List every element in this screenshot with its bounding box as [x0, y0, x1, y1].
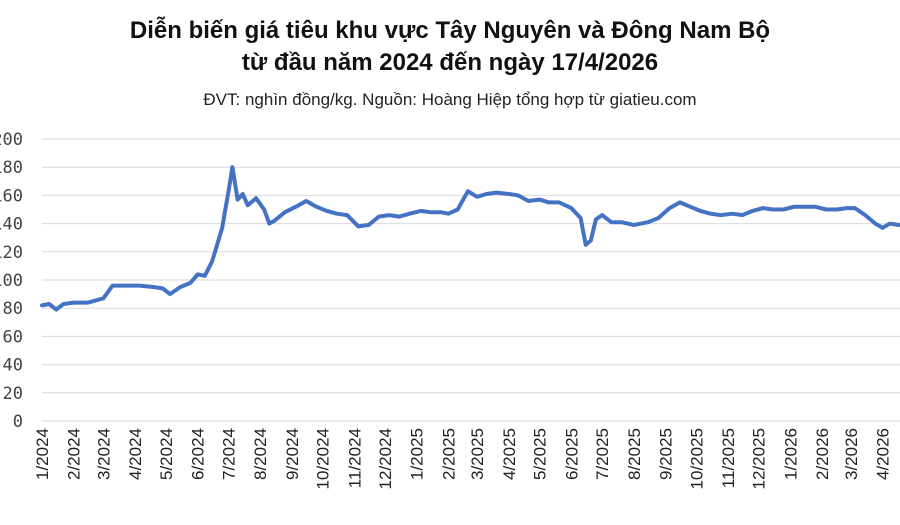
- x-tick-label: 2/2024: [65, 428, 84, 480]
- chart-title: Diễn biến giá tiêu khu vực Tây Nguyên và…: [129, 17, 771, 44]
- x-tick-label: 2/2026: [813, 428, 832, 480]
- x-tick-label: 1/2026: [781, 428, 800, 480]
- y-tick-label: 40: [3, 356, 23, 376]
- x-tick-label: 8/2025: [625, 428, 644, 480]
- x-tick-label: 11/2024: [345, 428, 364, 488]
- x-tick-label: 6/2024: [189, 428, 208, 480]
- x-tick-label: 3/2025: [468, 428, 487, 480]
- x-tick-label: 11/2025: [719, 428, 738, 488]
- x-tick-label: 2/2025: [439, 428, 458, 480]
- y-tick-label: 200: [0, 130, 23, 150]
- y-tick-label: 0: [13, 412, 23, 432]
- x-tick-label: 7/2024: [219, 428, 238, 480]
- y-tick-label: 120: [0, 243, 23, 263]
- x-tick-label: 1/2025: [408, 428, 427, 480]
- series-line: [40, 165, 900, 312]
- x-tick-label: 5/2024: [157, 428, 176, 480]
- y-tick-label: 100: [0, 271, 23, 291]
- x-tick-label: 12/2024: [376, 428, 395, 489]
- x-tick-label: 10/2024: [314, 428, 333, 489]
- x-tick-label: 3/2026: [842, 428, 861, 480]
- x-axis-ticks: 1/2024 2/2024 3/2024 4/2024 5/2024 6/2024 7/20…: [33, 428, 893, 489]
- y-tick-label: 80: [3, 299, 23, 319]
- x-tick-label: 1/2024: [33, 428, 52, 480]
- y-tick-label: 180: [0, 158, 23, 178]
- x-tick-label: 6/2025: [562, 428, 581, 480]
- y-tick-label: 160: [0, 186, 23, 206]
- x-tick-label: 4/2025: [500, 428, 519, 480]
- x-tick-label: 8/2024: [251, 428, 270, 480]
- y-tick-label: 140: [0, 215, 23, 235]
- y-tick-label: 20: [3, 384, 23, 404]
- gridlines: [42, 138, 900, 422]
- x-tick-label: 9/2025: [657, 428, 676, 480]
- x-tick-label: 4/2024: [126, 428, 145, 480]
- y-tick-label: 60: [3, 327, 23, 347]
- x-tick-label: 12/2025: [750, 428, 769, 489]
- x-tick-label: 10/2025: [687, 428, 706, 489]
- y-axis-ticks: 0 20 40 60 80 100 120 140 160 180 200: [0, 130, 23, 432]
- x-tick-label: 9/2024: [283, 428, 302, 480]
- x-tick-label: 4/2026: [874, 428, 893, 480]
- x-tick-label: 3/2024: [94, 428, 113, 480]
- x-tick-label: 5/2025: [531, 428, 550, 480]
- chart-subtitle: ĐVT: nghìn đồng/kg. Nguồn: Hoàng Hiệp tổ…: [203, 90, 697, 109]
- x-tick-label: 7/2025: [593, 428, 612, 480]
- chart-title-line2: từ đầu năm 2024 đến ngày 17/4/2026: [241, 49, 659, 76]
